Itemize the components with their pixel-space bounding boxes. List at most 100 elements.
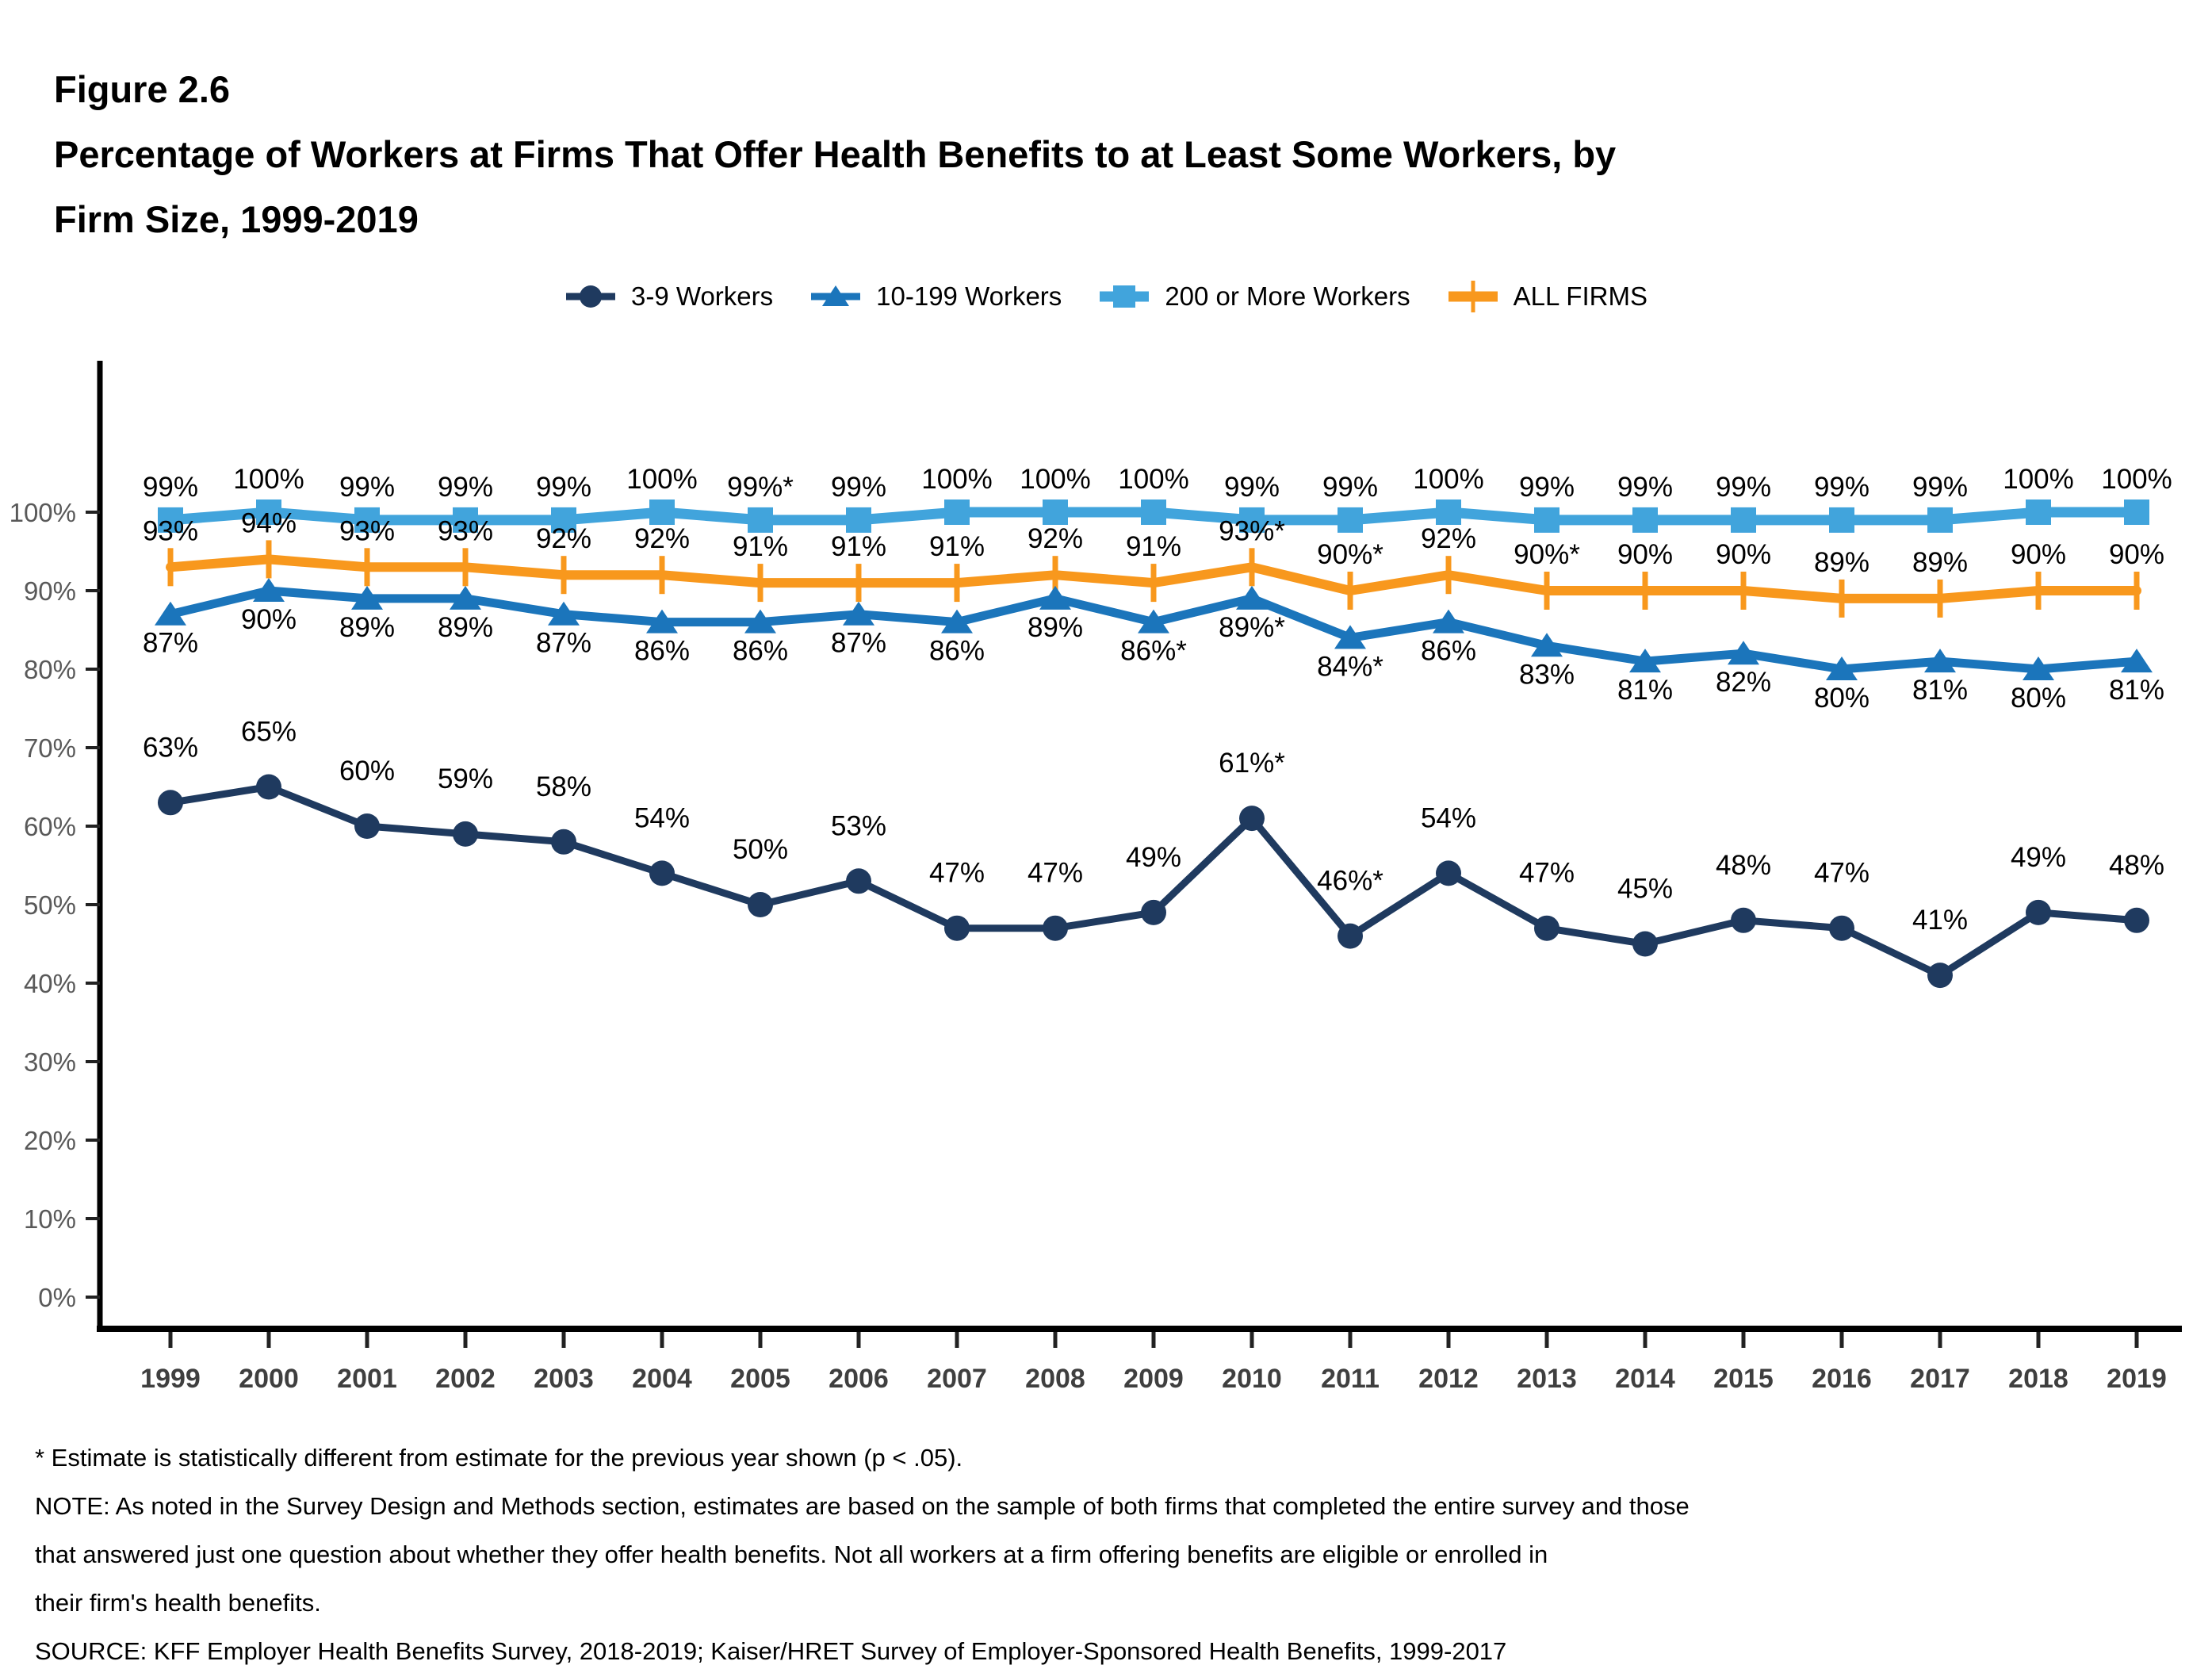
footnote-source: SOURCE: KFF Employer Health Benefits Sur… bbox=[35, 1637, 1507, 1665]
data-point bbox=[551, 507, 576, 533]
footnote-note-line-3: their firm's health benefits. bbox=[35, 1589, 321, 1617]
square-marker-icon bbox=[1100, 285, 1150, 308]
data-label: 47% bbox=[1814, 858, 1869, 889]
data-label: 60% bbox=[339, 756, 395, 787]
data-point bbox=[1629, 649, 1661, 673]
data-label: 90% bbox=[2011, 539, 2066, 570]
data-label: 90% bbox=[1716, 539, 1771, 570]
y-tick-label: 50% bbox=[24, 890, 76, 920]
x-tick-label: 1999 bbox=[140, 1364, 201, 1394]
y-axis-ticks: 0% 10% 20% 30% 40% 50% 60% 70% 80% 90% 100% bbox=[10, 498, 100, 1312]
triangle-glyph bbox=[822, 285, 850, 306]
data-point bbox=[2026, 899, 2051, 925]
data-point bbox=[253, 578, 285, 602]
data-point bbox=[450, 585, 481, 610]
data-point bbox=[2124, 500, 2149, 525]
data-label: 49% bbox=[2011, 842, 2066, 873]
data-point bbox=[846, 868, 871, 894]
data-label: 99% bbox=[1912, 472, 1968, 503]
data-point bbox=[1138, 609, 1169, 633]
data-point bbox=[748, 507, 773, 533]
data-label: 92% bbox=[634, 523, 690, 554]
data-label: 100% bbox=[2101, 464, 2172, 495]
data-label: 90% bbox=[1617, 539, 1673, 570]
data-point bbox=[354, 813, 380, 839]
data-label: 99% bbox=[1814, 472, 1869, 503]
data-label: 80% bbox=[2011, 683, 2066, 714]
data-point bbox=[266, 540, 272, 579]
axes bbox=[97, 361, 2182, 1332]
data-label: 100% bbox=[1118, 464, 1189, 495]
data-label: 54% bbox=[634, 802, 690, 833]
data-point bbox=[1731, 507, 1756, 533]
circle-glyph bbox=[580, 285, 603, 308]
data-label: 90% bbox=[2109, 539, 2164, 570]
data-point bbox=[548, 601, 580, 626]
y-tick-label: 40% bbox=[24, 969, 76, 998]
data-point bbox=[846, 507, 871, 533]
data-label: 99% bbox=[536, 472, 591, 503]
data-point bbox=[1927, 963, 1953, 989]
data-point bbox=[748, 892, 773, 917]
data-label: 100% bbox=[626, 464, 698, 495]
triangle-marker-icon bbox=[811, 285, 861, 306]
data-point bbox=[1731, 907, 1756, 933]
data-point bbox=[561, 556, 567, 595]
data-label: 89% bbox=[438, 612, 493, 643]
data-label: 81% bbox=[2109, 675, 2164, 706]
data-label: 86% bbox=[733, 636, 788, 667]
data-label: 93% bbox=[438, 515, 493, 546]
data-label: 48% bbox=[1716, 850, 1771, 881]
data-point bbox=[354, 507, 380, 533]
data-label: 58% bbox=[536, 771, 591, 802]
data-label: 99% bbox=[1716, 472, 1771, 503]
data-point bbox=[1338, 923, 1363, 949]
data-point bbox=[364, 548, 370, 587]
data-label: 86%* bbox=[1120, 636, 1187, 667]
data-point bbox=[155, 601, 186, 626]
x-tick-label: 2006 bbox=[829, 1364, 889, 1394]
data-point bbox=[1239, 507, 1265, 533]
data-point bbox=[2121, 649, 2153, 673]
data-label: 61%* bbox=[1219, 748, 1285, 779]
x-tick-label: 2004 bbox=[632, 1364, 692, 1394]
data-label: 81% bbox=[1617, 675, 1673, 706]
data-point bbox=[659, 556, 665, 595]
plus-glyph bbox=[1471, 281, 1475, 312]
data-point bbox=[2124, 907, 2149, 933]
x-tick-label: 2013 bbox=[1517, 1364, 1577, 1394]
data-label: 100% bbox=[1020, 464, 1091, 495]
data-label: 81% bbox=[1912, 675, 1968, 706]
data-point bbox=[944, 915, 970, 941]
y-tick-label: 90% bbox=[24, 576, 76, 606]
data-label: 47% bbox=[1028, 858, 1083, 889]
data-label: 92% bbox=[1028, 523, 1083, 554]
data-point bbox=[453, 821, 478, 847]
x-tick-label: 2009 bbox=[1123, 1364, 1184, 1394]
data-point bbox=[1150, 564, 1157, 603]
data-label: 84%* bbox=[1317, 651, 1383, 682]
data-label: 89%* bbox=[1219, 612, 1285, 643]
data-label: 100% bbox=[2003, 464, 2074, 495]
data-label: 99% bbox=[1617, 472, 1673, 503]
data-label: 91% bbox=[733, 531, 788, 562]
data-point bbox=[1544, 572, 1550, 610]
data-point bbox=[158, 507, 183, 533]
data-point bbox=[1829, 507, 1854, 533]
data-point bbox=[453, 507, 478, 533]
data-point bbox=[646, 609, 678, 633]
data-label: 45% bbox=[1617, 874, 1673, 905]
data-label: 100% bbox=[233, 464, 304, 495]
y-tick-label: 30% bbox=[24, 1047, 76, 1077]
data-label: 87% bbox=[831, 628, 886, 659]
data-label: 100% bbox=[1413, 464, 1484, 495]
data-point bbox=[757, 564, 763, 603]
data-point bbox=[1632, 507, 1658, 533]
data-point bbox=[1141, 500, 1166, 525]
data-label: 90%* bbox=[1317, 539, 1383, 570]
data-label: 82% bbox=[1716, 667, 1771, 698]
data-point bbox=[1043, 915, 1068, 941]
series-200-or-more-workers: 99% 100% 99% 99% 99% 100% 99%* 99% 100% 100% 100% 9… bbox=[143, 464, 2172, 533]
legend-item-3-9-workers: 3-9 Workers bbox=[564, 279, 773, 314]
data-label: 91% bbox=[1126, 531, 1181, 562]
